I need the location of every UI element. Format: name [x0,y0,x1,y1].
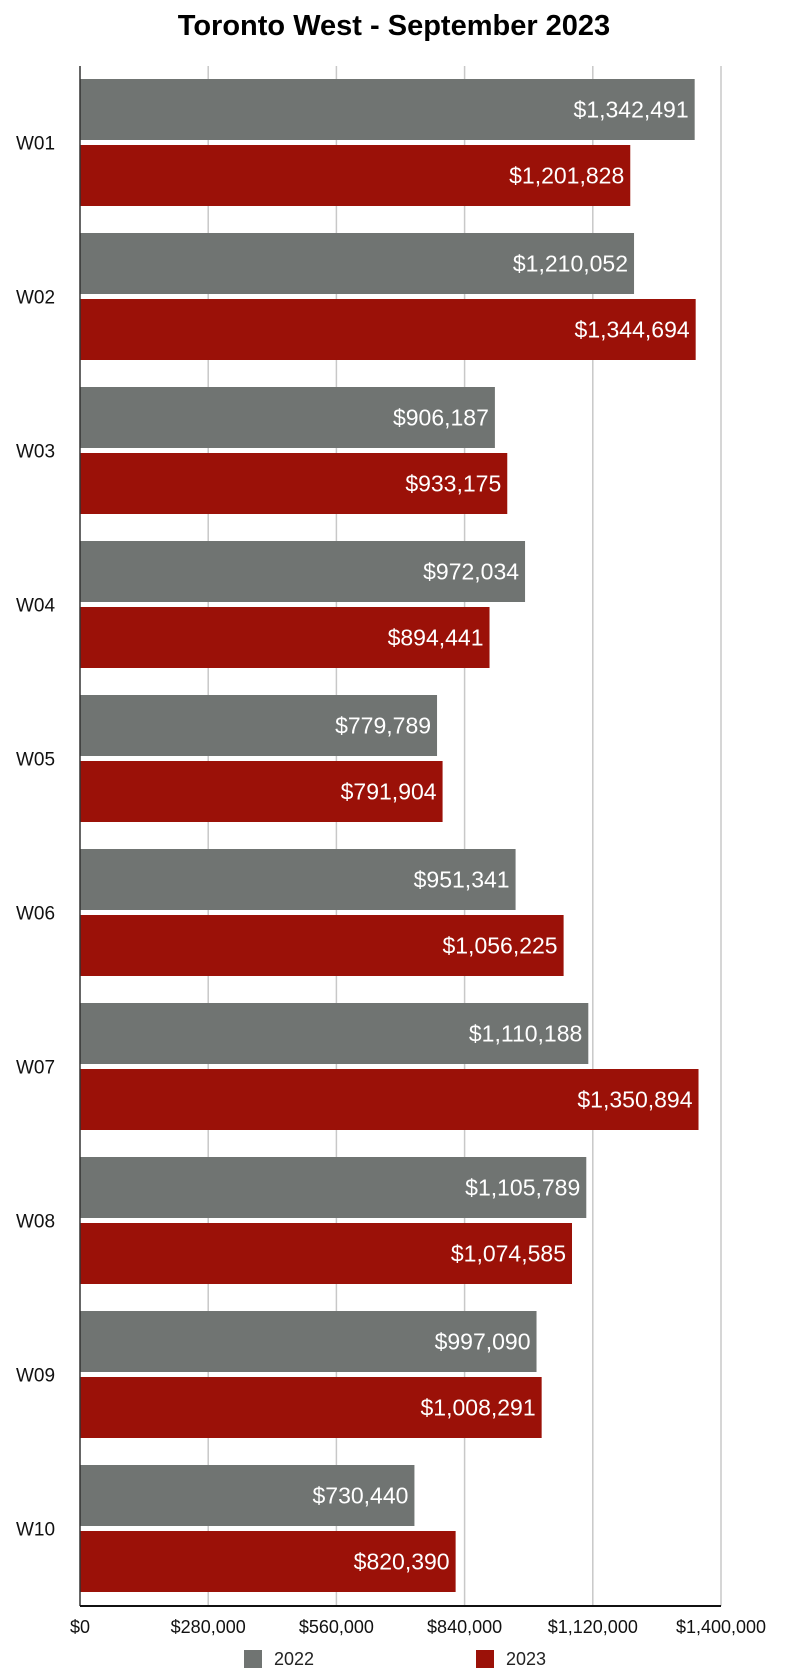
category-label-W08: W08 [16,1212,55,1233]
legend-label-2022: 2022 [274,1648,315,1669]
bar-2022-W07 [80,1003,589,1064]
category-label-W10: W10 [16,1520,55,1541]
data-label-2023-W03: $933,175 [405,471,501,497]
data-label-2023-W10: $820,390 [354,1549,450,1575]
data-label-2022-W07: $1,110,188 [469,1021,582,1047]
x-tick-label-5: $1,400,000 [676,1617,766,1637]
category-label-W06: W06 [16,904,55,925]
legend-swatch-2023 [476,1650,494,1668]
data-label-2023-W04: $894,441 [388,625,484,651]
data-label-2023-W06: $1,056,225 [442,933,557,959]
data-label-2022-W09: $997,090 [435,1329,531,1355]
bar-2023-W06 [80,915,564,976]
bar-2022-W02 [80,233,635,294]
legend-swatch-2022 [244,1650,262,1668]
category-label-W07: W07 [16,1058,55,1079]
legend-label-2023: 2023 [506,1648,547,1669]
data-label-2022-W02: $1,210,052 [513,251,628,277]
data-label-2023-W05: $791,904 [341,779,437,805]
x-tick-label-0: $0 [70,1617,90,1637]
bar-2023-W05 [80,761,443,822]
legend-item-2023: 2023 [476,1649,546,1669]
data-label-2022-W03: $906,187 [393,405,489,431]
bar-2023-W07 [80,1069,699,1130]
bar-2023-W09 [80,1377,542,1438]
category-label-W01: W01 [16,134,55,155]
data-label-2023-W01: $1,201,828 [509,163,624,189]
bar-2023-W04 [80,607,490,668]
bar-2023-W01 [80,145,631,206]
category-label-W03: W03 [16,442,55,463]
x-tick-label-4: $1,120,000 [548,1617,638,1637]
data-label-2022-W05: $779,789 [335,713,431,739]
bar-2022-W01 [80,79,695,140]
bar-2023-W02 [80,299,696,360]
data-label-2022-W10: $730,440 [312,1483,408,1509]
x-tick-label-3: $840,000 [427,1617,502,1637]
bar-2022-W08 [80,1157,587,1218]
data-label-2023-W02: $1,344,694 [575,317,690,343]
plot-area: $1,342,491 $1,201,828 W01 $1,210,052 $1,344,… [16,66,766,1637]
bar-2023-W08 [80,1223,573,1284]
bar-2022-W04 [80,541,526,602]
x-tick-label-2: $560,000 [299,1617,374,1637]
legend-item-2022: 2022 [244,1649,314,1669]
bar-2022-W10 [80,1465,415,1526]
bar-2022-W05 [80,695,438,756]
data-label-2023-W08: $1,074,585 [451,1241,566,1267]
data-label-2022-W06: $951,341 [414,867,510,893]
data-label-2022-W01: $1,342,491 [574,97,689,123]
x-tick-label-1: $280,000 [171,1617,246,1637]
data-label-2022-W04: $972,034 [423,559,519,585]
category-label-W05: W05 [16,750,55,771]
category-label-W02: W02 [16,288,55,309]
bar-2023-W10 [80,1531,456,1592]
chart-title: Toronto West - September 2023 [177,10,611,42]
category-label-W09: W09 [16,1366,55,1387]
bar-2022-W06 [80,849,516,910]
category-label-W04: W04 [16,596,56,617]
bar-2022-W09 [80,1311,537,1372]
data-label-2023-W09: $1,008,291 [421,1395,536,1421]
bar-2022-W03 [80,387,495,448]
bar-2023-W03 [80,453,508,514]
data-label-2023-W07: $1,350,894 [577,1087,692,1113]
data-label-2022-W08: $1,105,789 [465,1175,580,1201]
